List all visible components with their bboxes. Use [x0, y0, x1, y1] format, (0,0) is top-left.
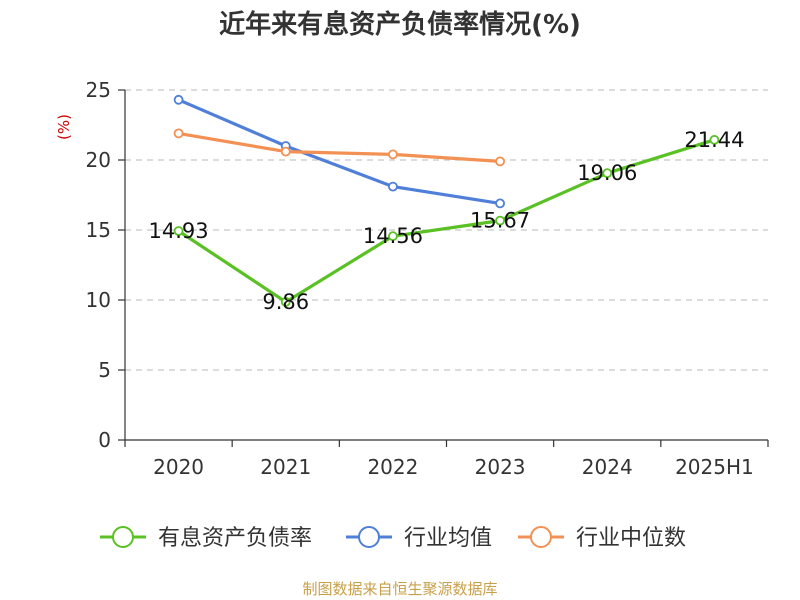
- chart-title: 近年来有息资产负债率情况(%): [219, 9, 581, 40]
- series-line-2: [176, 131, 502, 163]
- series-line-1: [176, 98, 502, 205]
- data-point: [173, 226, 184, 236]
- x-tick-label: 2020: [153, 455, 204, 479]
- data-label: 14.56: [363, 224, 423, 248]
- data-label: 19.06: [577, 161, 637, 185]
- source-note: 制图数据来自恒生聚源数据库: [302, 580, 497, 598]
- data-label: 21.44: [684, 128, 744, 152]
- legend-item[interactable]: 行业均值: [346, 526, 492, 551]
- legend-label: 行业均值: [404, 526, 492, 551]
- y-tick-label: 25: [86, 78, 111, 102]
- data-label: 9.86: [262, 290, 309, 314]
- y-tick-labels: 0 5 10 15 20 25: [86, 78, 111, 452]
- legend-marker: [530, 526, 552, 548]
- data-point: [709, 134, 720, 145]
- legend-label: 行业中位数: [576, 526, 686, 551]
- y-tick-label: 5: [98, 358, 111, 382]
- y-axis-unit: (%): [55, 114, 73, 140]
- x-tick-label: 2025H1: [675, 455, 754, 479]
- data-point: [388, 231, 398, 242]
- x-tick-label: 2021: [260, 455, 311, 479]
- data-point: [495, 198, 505, 209]
- legend-marker: [358, 526, 380, 548]
- series-lines: [176, 98, 717, 304]
- data-labels: 14.93 9.86 14.56 15.67 19.06 21.44: [149, 128, 745, 314]
- data-point: [280, 297, 291, 307]
- y-tick-label: 10: [86, 288, 111, 312]
- data-point: [495, 156, 505, 167]
- series-line-0: [176, 138, 717, 304]
- series-points: [173, 94, 720, 307]
- data-point: [280, 146, 291, 157]
- legend[interactable]: 有息资产负债率 行业均值 行业中位数: [100, 526, 686, 551]
- legend-item[interactable]: 行业中位数: [518, 526, 686, 551]
- data-label: 15.67: [470, 209, 530, 233]
- y-tick-label: 20: [86, 148, 111, 172]
- x-tick-label: 2022: [367, 455, 418, 479]
- data-point: [173, 128, 184, 139]
- y-tick-label: 0: [98, 428, 111, 452]
- data-point: [388, 149, 398, 160]
- data-point: [173, 94, 184, 105]
- data-point: [495, 215, 505, 226]
- legend-label: 有息资产负债率: [158, 526, 312, 551]
- x-tick-label: 2023: [475, 455, 526, 479]
- y-tick-label: 15: [86, 218, 111, 242]
- axes: [118, 89, 769, 447]
- data-point: [388, 181, 398, 192]
- data-label: 14.93: [149, 219, 209, 243]
- legend-marker: [112, 526, 134, 548]
- legend-item[interactable]: 有息资产负债率: [100, 526, 312, 551]
- x-tick-labels: 2020 2021 2022 2023 2024 2025H1: [153, 455, 754, 479]
- x-tick-label: 2024: [582, 455, 633, 479]
- data-point: [602, 168, 613, 179]
